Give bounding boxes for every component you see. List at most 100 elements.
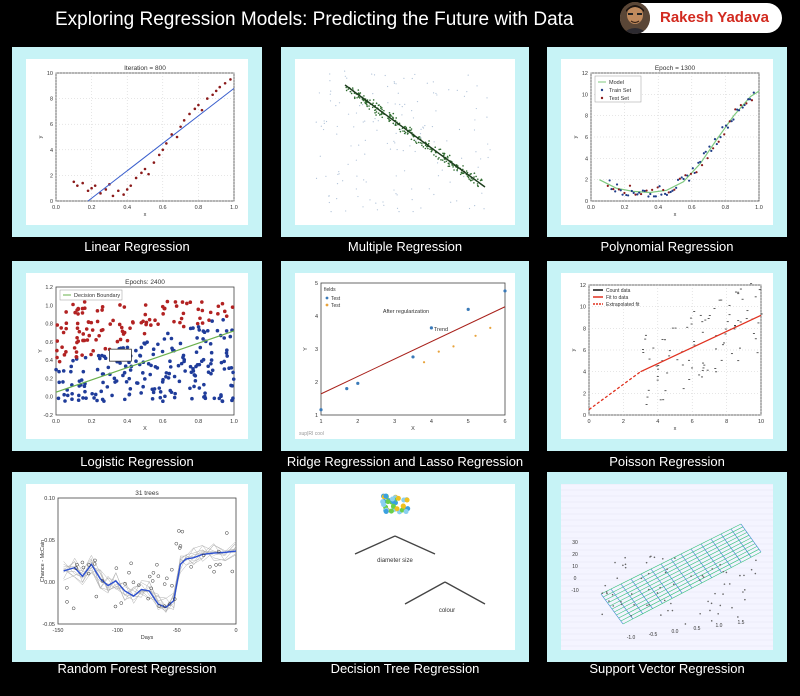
data-point	[90, 328, 95, 332]
data-point	[225, 531, 229, 535]
data-point	[229, 78, 232, 81]
regression-line	[87, 87, 235, 202]
data-point	[433, 141, 435, 143]
x-tick-label: -50	[173, 628, 181, 634]
data-point	[429, 148, 431, 151]
data-point	[86, 571, 91, 576]
data-point	[476, 184, 479, 187]
data-point	[700, 376, 703, 378]
data-point	[218, 562, 222, 567]
data-point	[737, 616, 739, 618]
data-point	[378, 114, 381, 116]
data-point	[756, 352, 759, 354]
data-point	[606, 184, 609, 187]
data-point	[179, 361, 184, 366]
y-tick-label: 4	[50, 148, 53, 154]
data-point	[712, 147, 715, 150]
data-point	[168, 359, 172, 364]
data-point	[129, 561, 133, 566]
data-point	[447, 156, 449, 159]
data-point	[376, 209, 379, 211]
data-point	[74, 350, 79, 354]
data-point	[196, 307, 201, 312]
chart-svg: 0.0 0.2 0.4 0.6 0.8 1.0 0 2 4 6 8 10 12 Epoch = 1300 x…	[573, 65, 763, 218]
data-point	[142, 331, 147, 336]
data-point	[743, 103, 746, 107]
data-point	[157, 386, 162, 390]
data-point	[84, 396, 88, 400]
data-point	[162, 306, 167, 311]
data-point	[196, 325, 201, 329]
data-point	[414, 150, 416, 153]
data-point	[182, 119, 186, 122]
data-point	[633, 604, 635, 606]
axes-box	[57, 497, 237, 625]
data-point	[741, 106, 744, 109]
data-point	[178, 320, 182, 325]
data-point	[72, 180, 76, 184]
data-point	[636, 193, 639, 196]
caption-multiple: Multiple Regression	[347, 239, 463, 254]
x-tick-label: 4	[430, 419, 433, 425]
data-point	[195, 336, 199, 340]
data-point	[427, 147, 429, 150]
data-point	[93, 392, 98, 397]
data-point	[346, 77, 348, 79]
data-point	[652, 195, 656, 198]
data-point	[695, 171, 698, 174]
data-point	[93, 558, 97, 563]
data-point	[167, 371, 172, 376]
data-point	[381, 502, 387, 508]
data-point	[422, 361, 426, 364]
data-point	[750, 568, 753, 571]
data-point	[647, 572, 650, 575]
data-point	[151, 390, 156, 395]
data-point	[435, 92, 437, 95]
data-point	[659, 399, 662, 401]
y-tick-label: 1.0	[45, 303, 53, 309]
page-title: Exploring Regression Models: Predicting …	[55, 9, 574, 30]
data-point	[358, 97, 361, 99]
data-point	[152, 161, 156, 164]
data-point	[82, 338, 87, 343]
data-point	[198, 316, 202, 321]
data-point	[456, 170, 458, 173]
regression-line	[320, 306, 506, 395]
data-point	[389, 114, 391, 117]
data-point	[380, 113, 383, 116]
data-point	[396, 194, 398, 196]
data-point	[737, 293, 740, 295]
data-point	[466, 307, 470, 311]
data-point	[724, 333, 727, 335]
data-point	[737, 291, 740, 293]
data-point	[315, 121, 317, 123]
data-point	[720, 359, 723, 361]
data-point	[54, 367, 58, 372]
data-point	[419, 133, 422, 135]
data-point	[644, 338, 647, 340]
x-tick-label: 0.8	[195, 419, 203, 425]
data-point	[100, 305, 105, 309]
data-point	[181, 324, 186, 329]
data-point	[601, 592, 604, 595]
data-point	[675, 186, 678, 189]
data-point	[645, 404, 648, 405]
data-point	[447, 165, 450, 168]
data-point	[396, 207, 399, 209]
data-point	[117, 189, 120, 193]
avatar	[620, 2, 650, 34]
data-point	[139, 391, 143, 395]
data-point	[699, 160, 702, 164]
data-point	[742, 591, 744, 593]
data-point	[400, 129, 402, 131]
data-point	[436, 162, 439, 164]
data-point	[453, 169, 455, 171]
data-point	[653, 556, 656, 559]
data-point	[657, 368, 660, 370]
data-point	[670, 602, 672, 605]
chart-title: Epochs: 2400	[125, 279, 165, 286]
regression-line	[344, 84, 486, 188]
